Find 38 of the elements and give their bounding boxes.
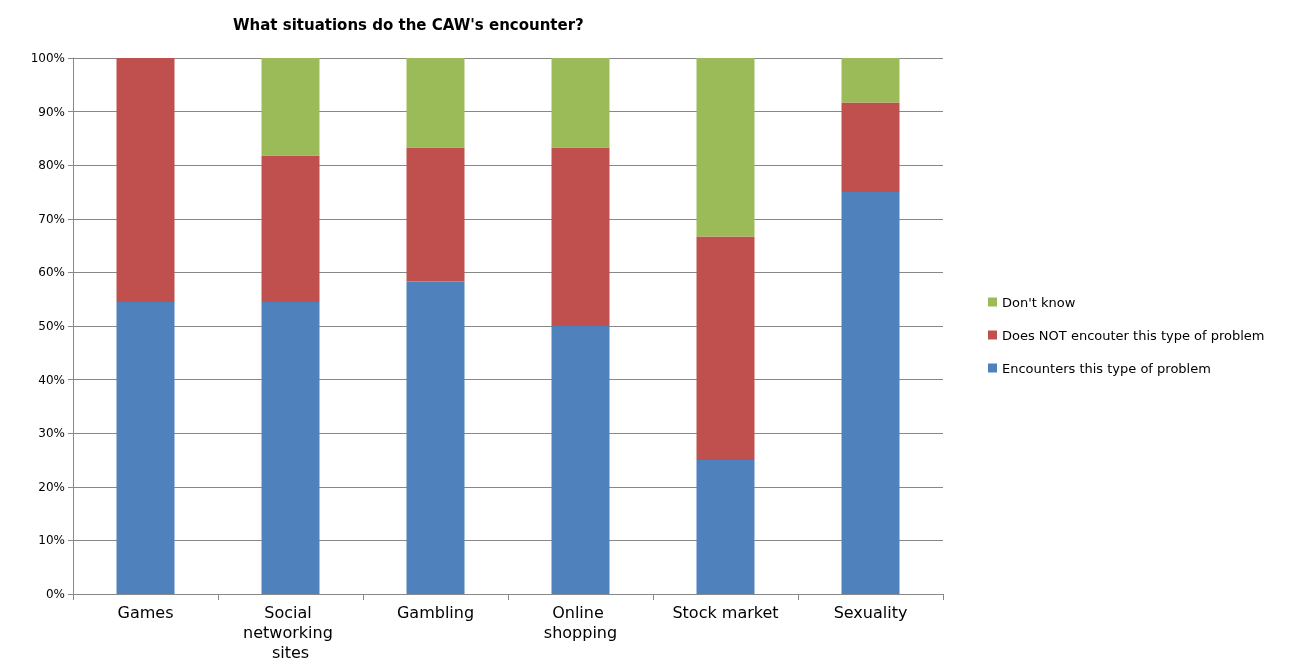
bar — [551, 326, 610, 594]
bar — [406, 58, 465, 148]
y-tick-label: 50% — [38, 319, 65, 333]
legend-label: Don't know — [1002, 294, 1076, 310]
bar — [551, 147, 610, 326]
bar — [406, 281, 465, 594]
x-tick-label: Gambling — [396, 602, 475, 622]
chart-title: What situations do the CAW's encounter? — [233, 15, 584, 34]
bar — [696, 58, 755, 237]
bar — [696, 236, 755, 460]
legend-label: Does NOT encouter this type of problem — [1002, 327, 1265, 343]
y-tick-label: 40% — [38, 372, 65, 387]
y-tick-label: 70% — [38, 211, 65, 226]
bar — [696, 460, 755, 594]
y-tick-label: 90% — [38, 104, 65, 119]
y-tick-label: 30% — [38, 426, 65, 441]
bar — [406, 147, 465, 282]
x-tick-label: Online shopping — [543, 602, 618, 642]
y-tick-label: 10% — [38, 533, 65, 548]
y-tick-label: 80% — [38, 158, 65, 173]
x-tick-label: Social networking sites — [243, 602, 338, 662]
bar — [261, 58, 320, 156]
legend-label: Encounters this type of problem — [1002, 360, 1211, 376]
bar — [841, 58, 900, 103]
y-tick-label: 100% — [30, 51, 65, 65]
bar — [551, 58, 610, 148]
y-tick-label: 60% — [38, 265, 65, 280]
bar — [841, 192, 900, 594]
y-tick-label: 0% — [45, 587, 65, 601]
x-tick-label: Sexuality — [833, 602, 908, 622]
x-tick-label: Stock market — [672, 602, 779, 622]
bar — [116, 301, 175, 594]
x-tick-label: Games — [117, 602, 174, 622]
bar — [841, 102, 900, 192]
bar — [261, 301, 320, 594]
y-tick-label: 20% — [38, 479, 65, 494]
bar — [261, 155, 320, 302]
bar — [116, 58, 175, 302]
